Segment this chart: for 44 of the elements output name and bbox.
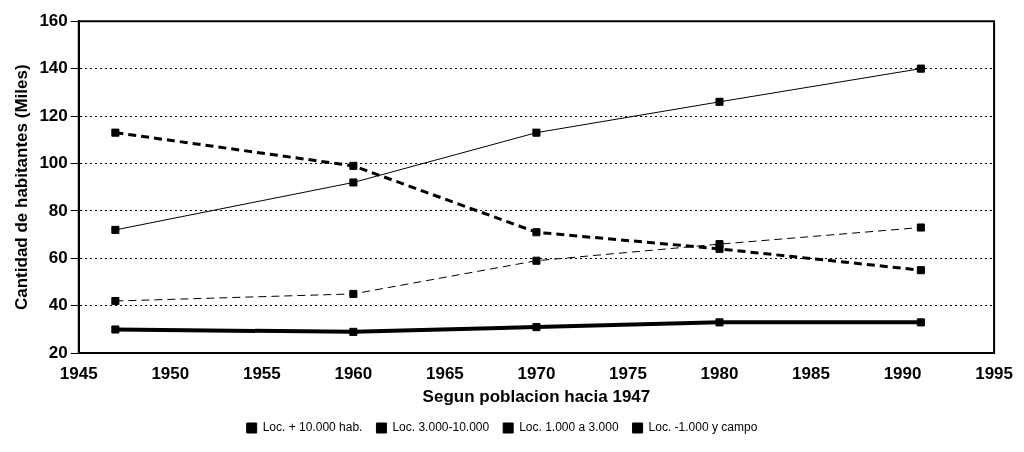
point — [111, 296, 120, 306]
x-tick-label: 1950 — [151, 364, 190, 384]
legend-label: Loc. 3.000-10.000 — [392, 420, 490, 435]
point — [532, 228, 541, 237]
point — [349, 161, 358, 170]
legend-label: Loc. -1.000 y campo — [648, 420, 758, 435]
point — [349, 327, 358, 336]
x-tick-label: 1975 — [609, 364, 647, 384]
y-tick-label: 140 — [39, 58, 68, 78]
y-tick-label: 40 — [48, 295, 68, 315]
point — [532, 128, 541, 137]
point — [349, 289, 358, 298]
y-tick-label: 160 — [39, 10, 68, 30]
x-axis-title: Segun poblacion hacia 1947 — [422, 387, 651, 407]
y-tick-label: 80 — [48, 200, 68, 220]
y-tick-label: 60 — [48, 248, 68, 268]
x-tick-label: 1985 — [792, 364, 830, 384]
point — [715, 240, 724, 249]
point — [715, 318, 724, 327]
y-tick-label: 100 — [39, 153, 68, 173]
x-tick-label: 1970 — [517, 364, 556, 384]
y-tick-label: 20 — [48, 342, 68, 362]
y-axis-title: Cantidad de habitantes (Miles) — [11, 64, 31, 310]
x-tick-label: 1955 — [242, 364, 281, 384]
point — [916, 266, 925, 275]
point — [532, 323, 541, 332]
legend-label: Loc. 1.000 a 3.000 — [519, 420, 619, 435]
x-tick-label: 1980 — [700, 364, 739, 384]
y-tick-label: 120 — [39, 105, 68, 125]
x-tick-label: 1945 — [59, 364, 98, 384]
point — [111, 225, 120, 234]
point — [916, 318, 925, 327]
point — [349, 178, 358, 187]
point — [916, 223, 925, 232]
point — [715, 97, 724, 106]
point — [532, 256, 541, 265]
x-tick-label: 1990 — [883, 364, 922, 384]
legend-label: Loc. + 10.000 hab. — [262, 420, 363, 435]
x-tick-label: 1960 — [334, 364, 373, 384]
point — [111, 128, 120, 137]
x-tick-label: 1995 — [975, 364, 1013, 384]
x-tick-label: 1965 — [425, 364, 464, 384]
point — [916, 64, 925, 73]
point — [111, 325, 120, 334]
